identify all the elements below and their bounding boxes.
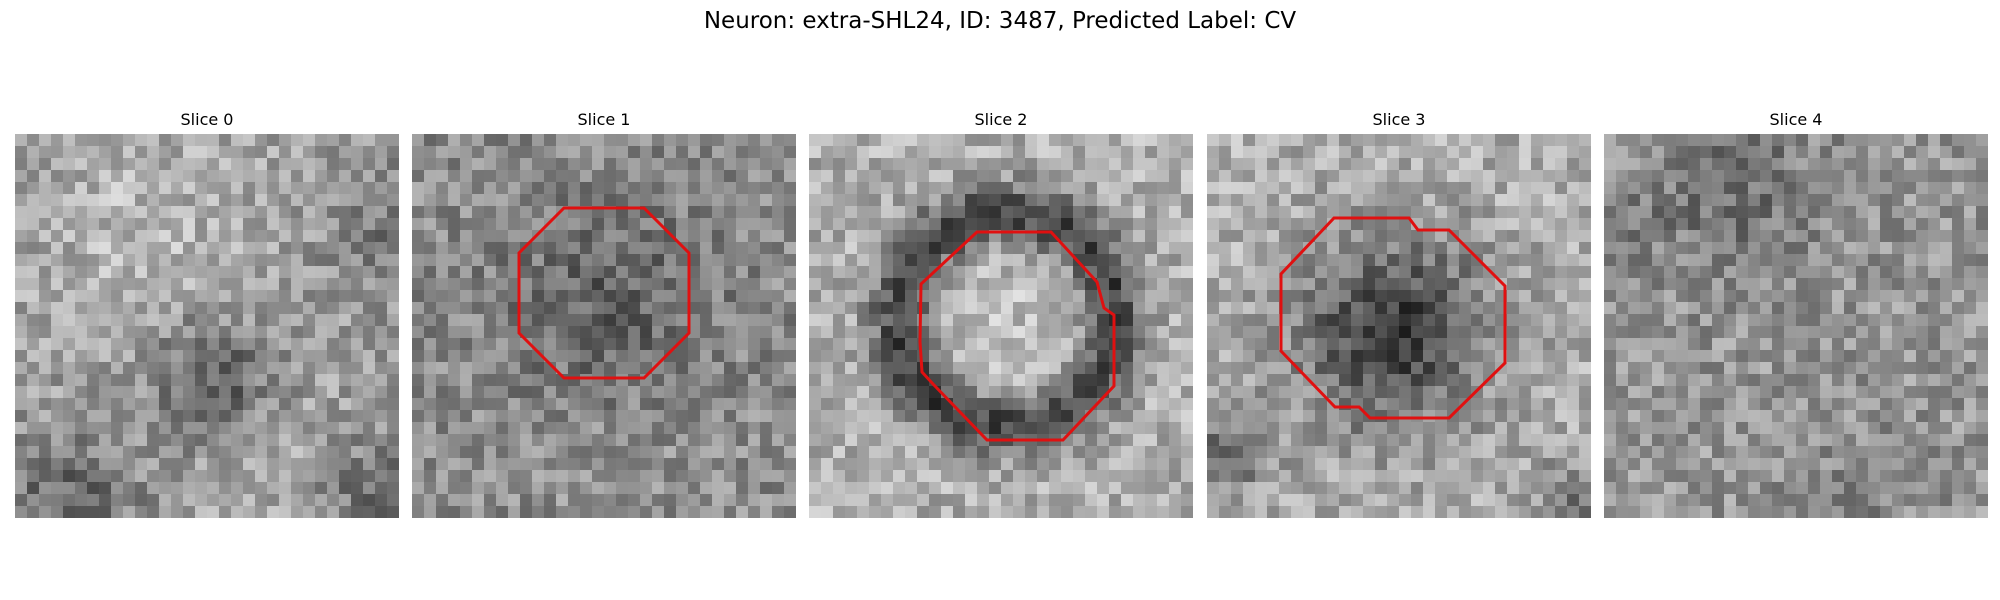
slice-image-2 (809, 134, 1193, 518)
slice-panel-0: Slice 0 (15, 108, 399, 518)
slice-title-3: Slice 3 (1372, 110, 1426, 129)
roi-polygon-1 (517, 206, 691, 380)
slice-title-2: Slice 2 (974, 110, 1028, 129)
slice-image-3 (1207, 134, 1591, 518)
slice-image-4 (1604, 134, 1988, 518)
roi-outline-1 (517, 206, 691, 380)
slice-panel-3: Slice 3 (1207, 108, 1591, 518)
slice-panel-2: Slice 2 (809, 108, 1193, 518)
slice-panel-1: Slice 1 (412, 108, 796, 518)
slice-title-4: Slice 4 (1769, 110, 1823, 129)
roi-outline-2 (918, 230, 1116, 442)
slice-panel-4: Slice 4 (1604, 108, 1988, 518)
roi-polygon-2 (918, 230, 1116, 442)
slice-image-1 (412, 134, 796, 518)
roi-outline-3 (1279, 216, 1507, 420)
figure-title: Neuron: extra-SHL24, ID: 3487, Predicted… (703, 8, 1297, 34)
slice-title-1: Slice 1 (577, 110, 631, 129)
slice-image-0 (15, 134, 399, 518)
roi-polygon-3 (1279, 216, 1507, 420)
slice-title-0: Slice 0 (180, 110, 234, 129)
